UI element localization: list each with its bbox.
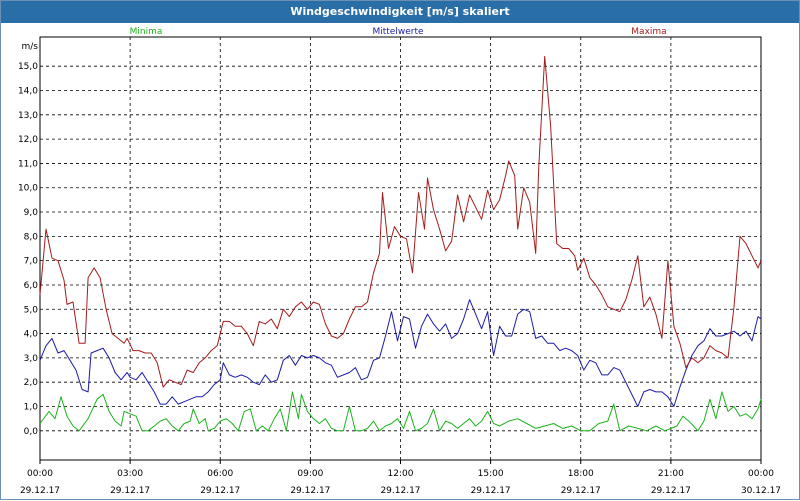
- series-line-mittelwerte: [39, 299, 762, 407]
- x-tick-date: 29.12.17: [471, 486, 511, 496]
- x-tick-date: 29.12.17: [651, 486, 691, 496]
- legend-minima: Minima: [130, 27, 163, 37]
- y-axis-label: m/s: [22, 42, 39, 52]
- x-tick-date: 29.12.17: [380, 486, 420, 496]
- x-tick-time: 06:00: [207, 469, 233, 479]
- x-tick-time: 09:00: [297, 469, 323, 479]
- y-tick-label: 7,0: [24, 257, 39, 267]
- x-tick-date: 29.12.17: [20, 486, 60, 496]
- y-tick-label: 12,0: [18, 135, 38, 145]
- chart-title: Windgeschwindigkeit [m/s] skaliert: [1, 1, 799, 23]
- y-tick-label: 9,0: [24, 208, 39, 218]
- x-tick-date: 29.12.17: [200, 486, 240, 496]
- x-tick-time: 00:00: [748, 469, 774, 479]
- y-tick-label: 0,0: [24, 427, 39, 437]
- x-tick-date: 29.12.17: [110, 486, 150, 496]
- legend-mittelwerte: Mittelwerte: [372, 27, 423, 37]
- y-tick-label: 6,0: [24, 281, 39, 291]
- y-tick-label: 10,0: [18, 184, 38, 194]
- y-tick-label: 11,0: [18, 159, 38, 169]
- series-line-minima: [39, 391, 762, 432]
- x-tick-date: 29.12.17: [290, 486, 330, 496]
- legend-maxima: Maxima: [631, 27, 666, 37]
- y-tick-label: 14,0: [18, 86, 38, 96]
- y-tick-label: 1,0: [24, 403, 39, 413]
- x-tick-time: 00:00: [27, 469, 53, 479]
- x-tick-time: 03:00: [117, 469, 143, 479]
- x-tick-time: 18:00: [568, 469, 594, 479]
- x-tick-time: 21:00: [658, 469, 684, 479]
- y-tick-label: 5,0: [24, 305, 39, 315]
- y-tick-label: 2,0: [24, 378, 39, 388]
- x-tick-time: 15:00: [478, 469, 504, 479]
- y-tick-label: 13,0: [18, 111, 38, 121]
- y-tick-label: 4,0: [24, 330, 39, 340]
- x-tick-date: 30.12.17: [741, 486, 781, 496]
- y-tick-label: 3,0: [24, 354, 39, 364]
- y-tick-label: 8,0: [24, 232, 39, 242]
- x-tick-time: 12:00: [388, 469, 414, 479]
- x-tick-date: 29.12.17: [561, 486, 601, 496]
- y-tick-label: 15,0: [18, 62, 38, 72]
- series-line-maxima: [39, 55, 762, 388]
